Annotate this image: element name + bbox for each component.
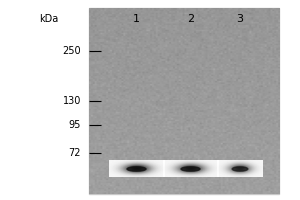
Text: 2: 2 — [187, 14, 194, 24]
Ellipse shape — [181, 167, 200, 171]
Text: 95: 95 — [69, 120, 81, 130]
Text: 250: 250 — [62, 46, 81, 56]
Ellipse shape — [232, 167, 248, 171]
Ellipse shape — [127, 167, 146, 171]
Text: kDa: kDa — [39, 14, 58, 24]
Text: 72: 72 — [68, 148, 81, 158]
Text: 1: 1 — [133, 14, 140, 24]
Text: 130: 130 — [63, 96, 81, 106]
Text: 3: 3 — [236, 14, 244, 24]
Bar — [88, 8, 279, 194]
